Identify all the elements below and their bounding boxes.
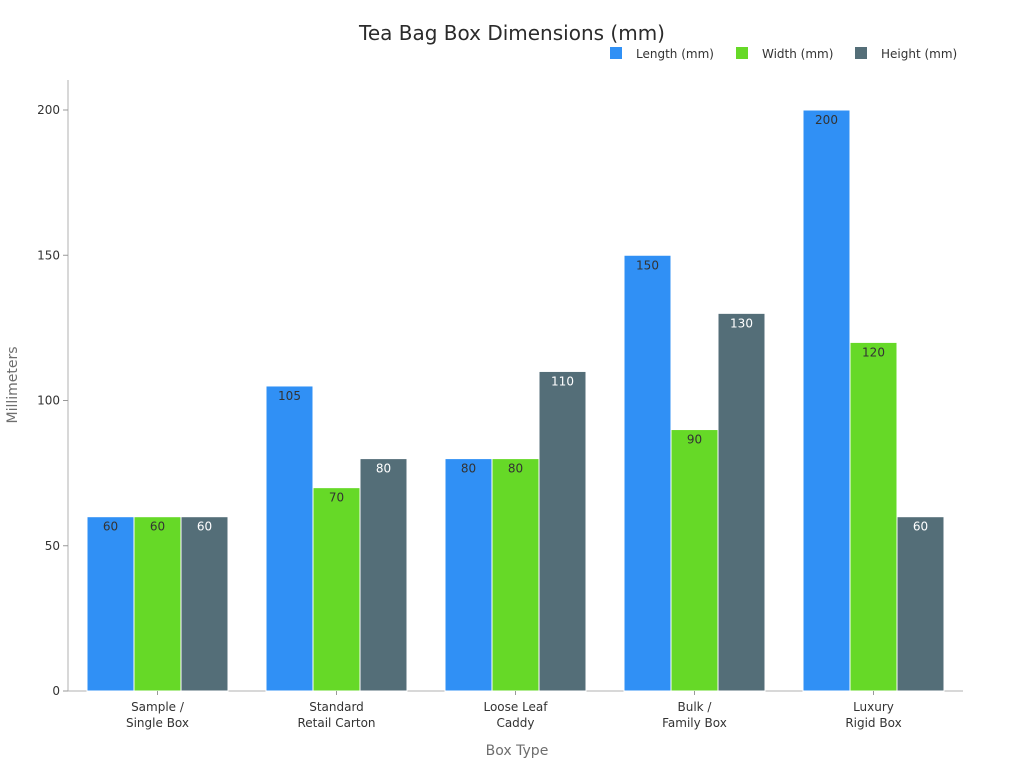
- x-tick-label-line: Rigid Box: [845, 716, 901, 730]
- bar: [444, 458, 493, 692]
- bar: [86, 516, 135, 692]
- data-label: 60: [150, 520, 165, 534]
- bar: [896, 516, 945, 692]
- x-tick-label-line: Family Box: [662, 716, 727, 730]
- y-tick-label: 100: [37, 394, 60, 408]
- data-label: 70: [329, 491, 344, 505]
- bar: [538, 370, 587, 692]
- y-tick-label: 50: [45, 539, 60, 553]
- bar: [312, 487, 361, 692]
- plot-area: 0 50 100 150 200 60 60 60 Sample / Single Box 105 7…: [37, 80, 963, 730]
- x-tick-label-line: Single Box: [126, 716, 189, 730]
- data-label: 80: [376, 462, 391, 476]
- bar: [491, 458, 540, 692]
- bar: [180, 516, 229, 692]
- x-tick-label-line: Standard: [309, 700, 364, 714]
- bar: [670, 429, 719, 692]
- x-tick-label-line: Loose Leaf: [483, 700, 548, 714]
- x-tick-label-line: Bulk /: [678, 700, 713, 714]
- y-axis-title: Millimeters: [5, 346, 21, 423]
- x-tick-label: Bulk / Family Box: [662, 700, 727, 730]
- legend-swatch: [736, 47, 748, 59]
- x-tick-label-line: Retail Carton: [297, 716, 375, 730]
- x-tick-label: Sample / Single Box: [126, 700, 189, 730]
- data-label: 130: [730, 316, 753, 330]
- data-label: 120: [862, 345, 885, 359]
- x-tick-label: Luxury Rigid Box: [845, 700, 901, 730]
- chart-title: Tea Bag Box Dimensions (mm): [358, 21, 665, 45]
- legend-swatch: [610, 47, 622, 59]
- x-tick-label-line: Luxury: [853, 700, 894, 714]
- data-label: 200: [815, 113, 838, 127]
- x-tick-label: Loose Leaf Caddy: [483, 700, 548, 730]
- x-tick-label: Standard Retail Carton: [297, 700, 375, 730]
- data-label: 110: [551, 374, 574, 388]
- data-label: 60: [197, 520, 212, 534]
- x-tick-label-line: Sample /: [131, 700, 185, 714]
- data-label: 60: [103, 520, 118, 534]
- legend-label: Height (mm): [881, 47, 957, 61]
- data-label: 80: [461, 462, 476, 476]
- data-label: 90: [687, 433, 702, 447]
- x-axis-title: Box Type: [486, 743, 549, 759]
- data-label: 150: [636, 258, 659, 272]
- y-tick-label: 150: [37, 248, 60, 262]
- bar: [359, 458, 408, 692]
- bar: [623, 254, 672, 692]
- bar: [802, 109, 851, 692]
- bar: [849, 341, 898, 692]
- legend-label: Width (mm): [762, 47, 833, 61]
- y-tick-label: 200: [37, 103, 60, 117]
- legend: Length (mm) Width (mm) Height (mm): [610, 47, 957, 61]
- bar: [133, 516, 182, 692]
- bar: [265, 385, 314, 692]
- legend-swatch: [855, 47, 867, 59]
- bar: [717, 312, 766, 692]
- y-tick-label: 0: [52, 684, 60, 698]
- x-tick-label-line: Caddy: [496, 716, 534, 730]
- legend-label: Length (mm): [636, 47, 714, 61]
- data-label: 105: [278, 389, 301, 403]
- data-label: 60: [913, 520, 928, 534]
- data-label: 80: [508, 462, 523, 476]
